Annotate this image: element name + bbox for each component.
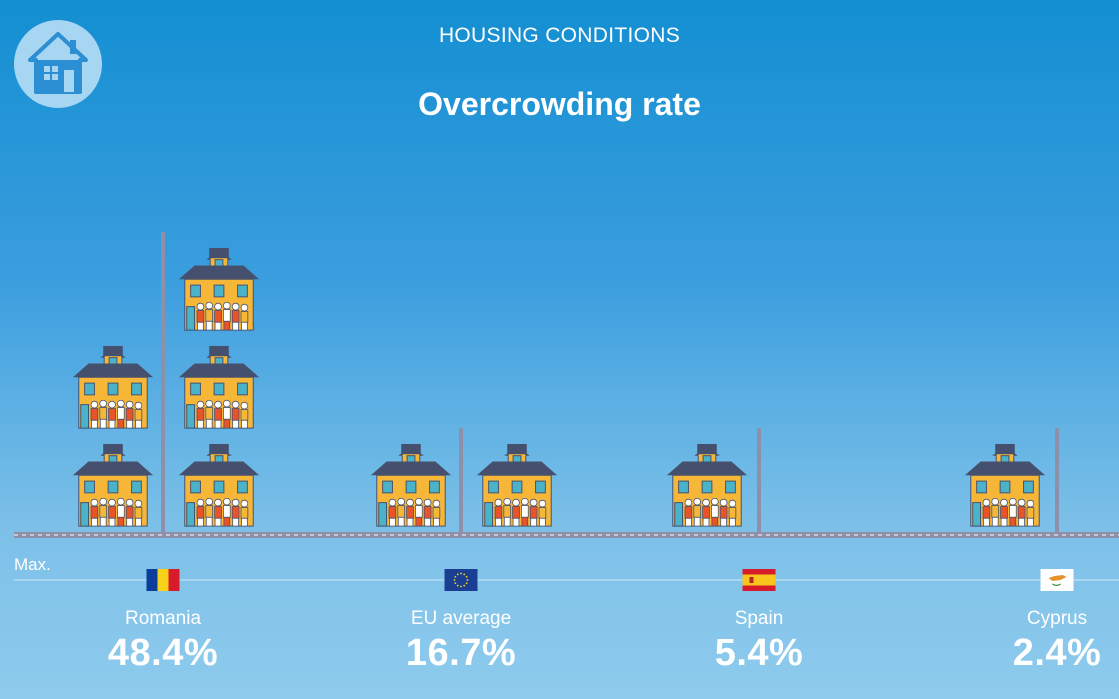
house-logo-icon: [14, 20, 102, 108]
country-value: 16.7%: [405, 632, 517, 674]
section-kicker: HOUSING CONDITIONS: [438, 24, 681, 47]
bar-house: [178, 247, 260, 331]
country-column: Cyprus 2.4%: [957, 608, 1119, 675]
bar-pole: [161, 232, 165, 532]
country-column: Romania 48.4%: [63, 608, 263, 675]
country-value: 5.4%: [714, 632, 804, 674]
bar-pole: [1055, 428, 1059, 532]
country-column: Spain 5.4%: [659, 608, 859, 675]
country-name: Cyprus: [1026, 608, 1088, 629]
bar-house: [72, 345, 154, 429]
country-column: EU average 16.7%: [361, 608, 561, 675]
country-name: Spain: [734, 608, 784, 629]
bar-house: [178, 345, 260, 429]
bar-house: [666, 443, 748, 527]
chart-title: Overcrowding rate: [418, 86, 701, 122]
bar-house: [476, 443, 558, 527]
country-value: 2.4%: [1012, 632, 1102, 674]
country-name: Romania: [124, 608, 202, 629]
max-label: Max.: [14, 555, 51, 574]
flag-eu-icon: [444, 569, 478, 591]
bar-pole: [757, 428, 761, 532]
country-value: 48.4%: [107, 632, 219, 674]
bar-house: [964, 443, 1046, 527]
country-name: EU average: [410, 608, 512, 629]
bar-pole: [459, 428, 463, 532]
flag-spain-icon: [742, 569, 776, 591]
bar-house: [178, 443, 260, 527]
flag-cyprus-icon: [1040, 569, 1074, 591]
flag-romania-icon: [146, 569, 180, 591]
bar-house: [370, 443, 452, 527]
bar-house: [72, 443, 154, 527]
